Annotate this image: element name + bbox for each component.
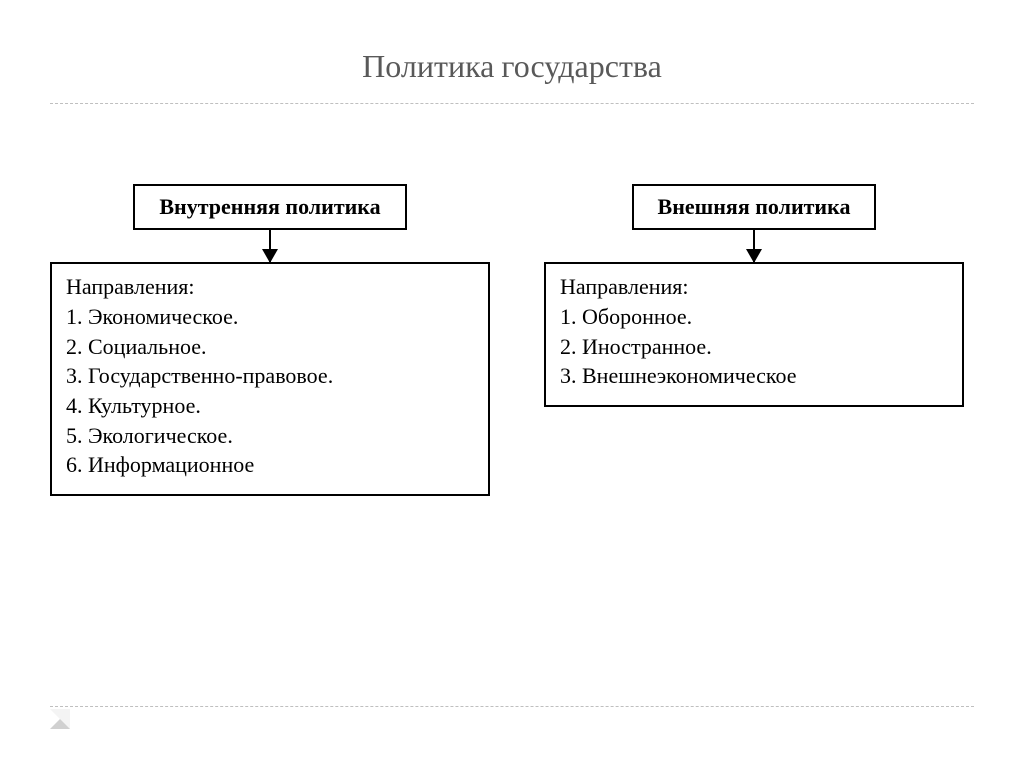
diagram-area: Внутренняя политика Направления: 1. Экон… xyxy=(0,184,1024,496)
right-header-box: Внешняя политика xyxy=(632,184,877,230)
list-item: 4. Культурное. xyxy=(66,391,474,421)
page-corner-fold-icon xyxy=(50,709,70,729)
list-item: 5. Экологическое. xyxy=(66,421,474,451)
list-item: 2. Иностранное. xyxy=(560,332,948,362)
left-list-heading: Направления: xyxy=(66,274,474,300)
left-arrow xyxy=(269,230,271,262)
right-column: Внешняя политика Направления: 1. Оборонн… xyxy=(544,184,964,496)
list-item: 1. Экономическое. xyxy=(66,302,474,332)
list-item: 3. Государственно-правовое. xyxy=(66,361,474,391)
top-divider xyxy=(50,103,974,104)
right-list-heading: Направления: xyxy=(560,274,948,300)
bottom-divider xyxy=(50,706,974,707)
page-title: Политика государства xyxy=(0,0,1024,103)
left-list-box: Направления: 1. Экономическое. 2. Социал… xyxy=(50,262,490,496)
left-header-box: Внутренняя политика xyxy=(133,184,406,230)
left-column: Внутренняя политика Направления: 1. Экон… xyxy=(50,184,490,496)
list-item: 2. Социальное. xyxy=(66,332,474,362)
right-list-box: Направления: 1. Оборонное. 2. Иностранно… xyxy=(544,262,964,407)
list-item: 6. Информационное xyxy=(66,450,474,480)
list-item: 3. Внешнеэкономическое xyxy=(560,361,948,391)
right-arrow xyxy=(753,230,755,262)
list-item: 1. Оборонное. xyxy=(560,302,948,332)
